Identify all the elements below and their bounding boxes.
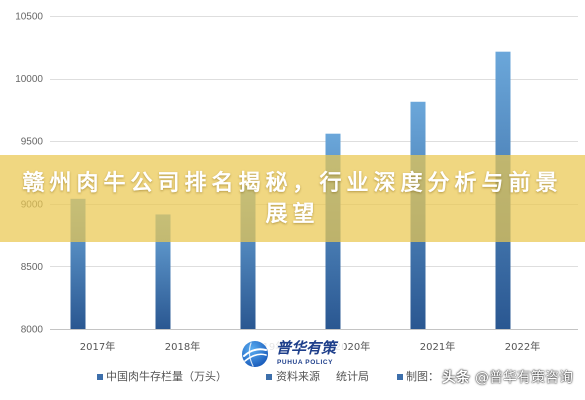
legend-source-label: 资料来源 <box>276 370 320 383</box>
y-tick-label: 8000 <box>21 325 44 336</box>
logo-name: 普华有策 <box>276 340 336 357</box>
x-tick-label-2017: 2017年 <box>80 340 115 353</box>
x-tick-label-2021: 2021年 <box>420 340 455 353</box>
x-tick-label-2022: 2022年 <box>505 340 540 353</box>
legend-series-label: 中国肉牛存栏量（万头） <box>106 370 227 383</box>
title-banner: 赣州肉牛公司排名揭秘，行业深度分析与前景展望 <box>0 155 585 242</box>
y-tick-label: 10500 <box>15 12 43 23</box>
x-tick-label-2018: 2018年 <box>165 340 200 353</box>
logo-tagline: PUHUA POLICY <box>277 359 333 367</box>
legend-credit-label: 制图： <box>406 370 439 383</box>
puhua-globe-icon <box>241 340 269 368</box>
y-tick-label: 10000 <box>15 74 43 85</box>
y-tick-label: 9500 <box>21 137 44 148</box>
banner-title: 赣州肉牛公司排名揭秘，行业深度分析与前景展望 <box>12 168 573 230</box>
legend-source-tail: 统计局 <box>336 370 369 383</box>
watermark-handle: @普华有策咨询 <box>475 370 573 386</box>
watermark-platform: 头条 <box>442 370 470 386</box>
toutiao-watermark: 头条 @普华有策咨询 <box>442 369 573 387</box>
legend-swatch-source <box>266 374 272 380</box>
puhua-logo: 普华有策 PUHUA POLICY <box>238 338 344 370</box>
legend-swatch-series <box>97 374 103 380</box>
legend-swatch-credit <box>397 374 403 380</box>
y-tick-label: 8500 <box>21 262 44 273</box>
